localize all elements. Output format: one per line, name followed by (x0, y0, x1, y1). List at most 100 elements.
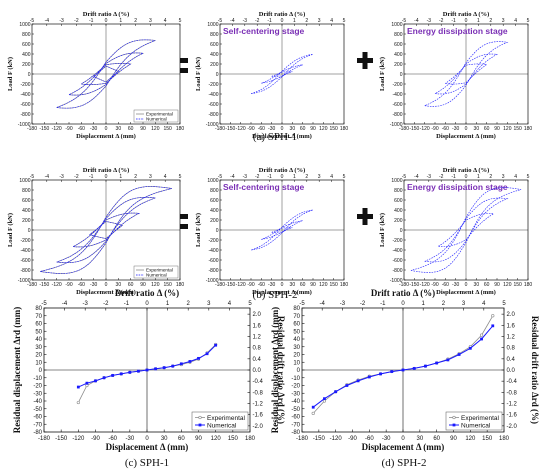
y-tick-label: 800 (22, 32, 31, 38)
y-tick-label: 200 (210, 62, 219, 68)
x2-tick-label: 5 (502, 301, 506, 307)
x2-tick-label: 4 (228, 301, 232, 307)
legend-box (445, 411, 503, 431)
y-tick-label: 1000 (19, 22, 30, 28)
y-tick-label: 70 (293, 314, 300, 320)
load-axis-title: Load F (kN) (379, 213, 386, 247)
x2-tick-label: -3 (243, 174, 248, 180)
y2-tick-label: 0.8 (253, 346, 262, 352)
x-tick-label: 30 (116, 126, 122, 132)
y-tick-label: 30 (35, 345, 42, 351)
experimental-point (85, 383, 89, 388)
x2-tick-label: -5 (218, 174, 223, 180)
x2-tick-label: 0 (465, 174, 468, 180)
x2-tick-label: -4 (45, 18, 50, 24)
drift-axis-title: Drift ratio Δ (%) (443, 167, 490, 174)
x2-tick-label: -4 (414, 18, 419, 24)
x2-tick-label: 1 (293, 174, 296, 180)
disp-axis-title: Displacement Δ (mm) (362, 442, 445, 452)
x-tick-label: 60 (300, 282, 306, 288)
x2-tick-label: -3 (427, 174, 432, 180)
numerical-point (379, 372, 382, 376)
stage-title: Self-centering stage (223, 182, 305, 192)
numerical-point (128, 370, 132, 374)
x-tick-label: 90 (310, 126, 316, 132)
x-tick-label: -150 (55, 436, 68, 442)
y-tick-label: 0 (216, 228, 219, 234)
x-tick-label: 120 (503, 282, 512, 288)
y-tick-label: 0 (400, 228, 403, 234)
x2-tick-label: 2 (442, 301, 446, 307)
y-tick-label: -800 (208, 112, 218, 118)
residual-displacement-axis-title: Residual displacement Δrd (mm) (12, 307, 22, 433)
experimental-point (322, 399, 327, 403)
numerical-point (356, 379, 360, 383)
x-tick-label: 60 (433, 436, 440, 442)
x2-tick-label: -1 (89, 174, 94, 180)
x-tick-label: 150 (163, 282, 172, 288)
x2-tick-label: -5 (299, 301, 305, 307)
x-tick-label: 180 (340, 126, 349, 132)
disp-axis-title: Displacement Δ (mm) (436, 289, 496, 296)
x-tick-label: -90 (431, 126, 438, 132)
numerical-point (214, 343, 218, 347)
y-tick-label: 0 (216, 72, 219, 78)
load-axis-title: Load F (kN) (195, 213, 202, 247)
x-tick-label: -90 (348, 436, 357, 442)
x2-tick-label: 2 (489, 174, 492, 180)
x2-tick-label: 0 (465, 18, 468, 24)
y-tick-label: 400 (210, 208, 219, 214)
legend-experimental-marker (452, 415, 456, 420)
numerical-loop (56, 197, 156, 263)
x-tick-label: 90 (195, 436, 202, 442)
x2-tick-label: -3 (243, 18, 248, 24)
drift-axis-title: Drift ratio Δ (%) (83, 167, 130, 174)
x-tick-label: -180 (27, 282, 37, 288)
y2-tick-label: -1.2 (253, 402, 264, 408)
numerical-loop (261, 220, 303, 240)
numerical-loop (424, 41, 509, 107)
y-tick-label: -600 (392, 258, 402, 264)
x-tick-label: 150 (482, 436, 493, 442)
x-tick-label: 180 (176, 126, 185, 132)
x-tick-label: -30 (452, 126, 459, 132)
y-tick-label: 80 (293, 306, 300, 312)
y-tick-label: 60 (293, 322, 300, 328)
x-tick-label: -120 (72, 436, 85, 442)
plus-sign-b (357, 208, 373, 225)
y-tick-label: -600 (392, 102, 402, 108)
y-tick-label: -800 (392, 112, 402, 118)
legend-experimental-label: Experimental (207, 415, 245, 422)
y2-tick-label: -2.0 (507, 424, 518, 430)
x-tick-label: 120 (465, 436, 476, 442)
x-tick-label: -180 (296, 436, 309, 442)
x-tick-label: -60 (108, 436, 117, 442)
y-tick-label: -1000 (206, 278, 219, 284)
drift-axis-title: Drift ratio Δ (%) (115, 288, 179, 298)
y-tick-label: 0 (297, 368, 301, 374)
x-tick-label: 30 (474, 126, 480, 132)
x2-tick-label: 1 (477, 18, 480, 24)
y2-tick-label: -1.2 (507, 402, 518, 408)
x2-tick-label: -4 (62, 301, 68, 307)
numerical-point (446, 358, 450, 362)
y-tick-label: -10 (291, 376, 300, 382)
x2-tick-label: -1 (267, 18, 272, 24)
x-tick-label: 30 (161, 436, 168, 442)
x-tick-label: 60 (484, 282, 490, 288)
y-tick-label: 10 (35, 360, 42, 366)
y-tick-label: 400 (394, 208, 403, 214)
numerical-loop (93, 65, 119, 83)
numerical-loop (81, 63, 132, 85)
load-axis-title: Load F (kN) (7, 57, 14, 91)
y-tick-label: -600 (20, 102, 30, 108)
x-tick-label: -60 (258, 126, 265, 132)
panel-b-total: -180 -150 -120 -90 -60 -30 0 30 60 90 120 150 180-5-… (7, 167, 184, 296)
x-tick-label: 120 (319, 126, 328, 132)
panel-a-energy: -180 -150 -120 -90 -60 -30 0 30 60 90 120 150 180-5-… (379, 11, 532, 140)
x2-tick-label: 3 (149, 18, 152, 24)
y-tick-label: -200 (20, 238, 30, 244)
drift-axis-title: Drift ratio Δ (%) (83, 11, 130, 18)
y2-tick-label: 0.4 (253, 357, 262, 363)
x-tick-label: 0 (465, 282, 468, 288)
